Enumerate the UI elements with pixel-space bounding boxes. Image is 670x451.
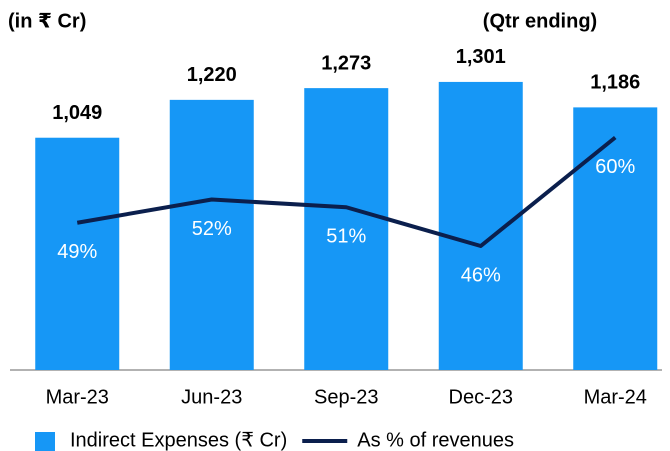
bar-value-label: 1,049 (52, 102, 102, 124)
x-tick-label: Mar-24 (584, 386, 647, 408)
line-value-label: 51% (326, 226, 366, 248)
bar (438, 81, 523, 371)
line-value-label: 52% (192, 218, 232, 240)
line-value-label: 60% (595, 156, 635, 178)
bar-value-label: 1,186 (590, 72, 640, 94)
x-tick-label: Mar-23 (46, 386, 109, 408)
x-tick-label: Dec-23 (449, 386, 513, 408)
bar (573, 107, 658, 370)
annotation: (Qtr ending) (483, 10, 597, 32)
bar-value-label: 1,220 (187, 64, 237, 86)
legend-label: As % of revenues (357, 429, 514, 451)
legend-label: Indirect Expenses (₹ Cr) (70, 429, 287, 451)
line (76, 135, 617, 248)
bar (35, 137, 120, 370)
bar (304, 88, 389, 370)
bar (169, 99, 254, 370)
legend-swatch (35, 432, 55, 451)
unit-label: (in ₹ Cr) (8, 10, 86, 32)
bar-value-label: 1,273 (321, 52, 371, 74)
line-value-label: 49% (57, 241, 97, 263)
x-tick-label: Jun-23 (181, 386, 242, 408)
bar-value-label: 1,301 (456, 46, 506, 68)
x-tick-label: Sep-23 (314, 386, 379, 408)
line-value-label: 46% (461, 264, 501, 286)
